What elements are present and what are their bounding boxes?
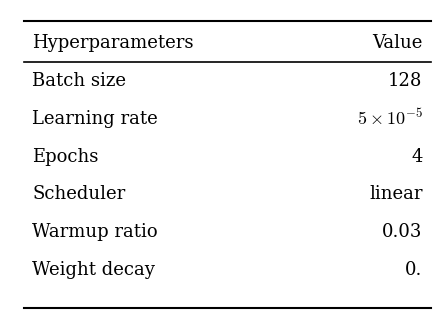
- Text: 0.: 0.: [405, 261, 422, 279]
- Text: $5 \times 10^{-5}$: $5 \times 10^{-5}$: [357, 109, 422, 129]
- Text: 128: 128: [388, 72, 422, 90]
- Text: 4: 4: [411, 147, 422, 166]
- Text: linear: linear: [369, 185, 422, 203]
- Text: Scheduler: Scheduler: [33, 185, 126, 203]
- Text: Value: Value: [372, 34, 422, 52]
- Text: 0.03: 0.03: [382, 223, 422, 241]
- Text: Warmup ratio: Warmup ratio: [33, 223, 158, 241]
- Text: Learning rate: Learning rate: [33, 110, 158, 128]
- Text: Hyperparameters: Hyperparameters: [33, 34, 194, 52]
- Text: Weight decay: Weight decay: [33, 261, 155, 279]
- Text: Batch size: Batch size: [33, 72, 126, 90]
- Text: Epochs: Epochs: [33, 147, 99, 166]
